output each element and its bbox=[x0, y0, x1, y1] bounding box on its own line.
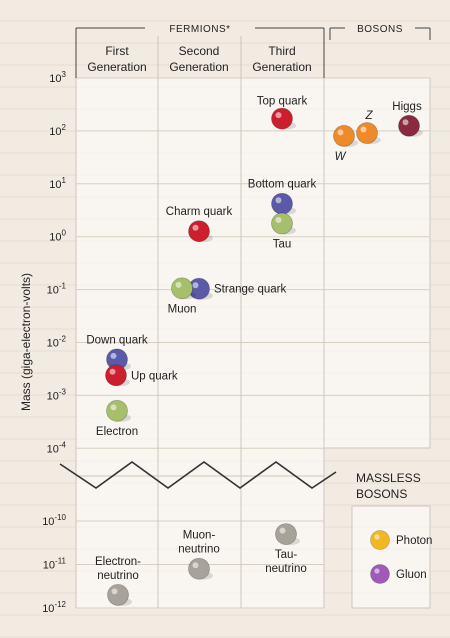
muon-neutrino-label: Muon- bbox=[183, 530, 216, 542]
first-generation-line1: First bbox=[105, 44, 129, 58]
charm-quark-label: Charm quark bbox=[166, 206, 233, 218]
bottom-quark-marker bbox=[271, 192, 293, 215]
bosons-header: BOSONS bbox=[357, 24, 403, 35]
second-generation-line1: Second bbox=[179, 44, 220, 58]
tau-highlight bbox=[275, 216, 282, 223]
particle-markers: Down quark Up quark Electron Charm quark Str… bbox=[86, 96, 423, 606]
w-highlight bbox=[337, 129, 344, 136]
tau-neutrino-marker bbox=[275, 523, 297, 545]
higgs-marker bbox=[398, 114, 420, 137]
electron-neutrino-marker bbox=[107, 584, 129, 606]
strange-quark-highlight bbox=[192, 282, 199, 289]
muon-neutrino-label: neutrino bbox=[178, 544, 220, 556]
photon-highlight bbox=[374, 534, 380, 540]
z-highlight bbox=[360, 126, 367, 133]
tau-neutrino-highlight bbox=[279, 527, 286, 534]
up-quark-label: Up quark bbox=[131, 370, 178, 382]
gluon-highlight bbox=[374, 568, 380, 574]
gluon-label: Gluon bbox=[396, 569, 427, 581]
tau-neutrino-label: neutrino bbox=[265, 563, 307, 575]
higgs-highlight bbox=[402, 119, 409, 126]
photon-marker bbox=[370, 530, 390, 550]
first-generation-line2: Generation bbox=[87, 60, 146, 74]
massless-panel bbox=[351, 505, 431, 609]
top-quark-highlight bbox=[275, 112, 282, 119]
muon-neutrino-highlight bbox=[192, 562, 199, 569]
gridlines bbox=[76, 77, 430, 609]
charm-quark-highlight bbox=[192, 224, 199, 231]
top-quark-marker bbox=[271, 107, 293, 130]
massless-title-line2: BOSONS bbox=[356, 487, 407, 501]
gluon-marker bbox=[370, 564, 390, 584]
second-generation-line2: Generation bbox=[169, 60, 228, 74]
z-label: Z bbox=[364, 110, 373, 122]
up-quark-marker bbox=[105, 364, 127, 387]
tau-neutrino-label: Tau- bbox=[275, 549, 298, 561]
y-axis-label: Mass (giga-electron-volts) bbox=[19, 273, 33, 411]
muon-label: Muon bbox=[168, 303, 197, 315]
header-brackets bbox=[75, 27, 431, 78]
axis-break-zigzag bbox=[59, 461, 337, 489]
muon-highlight bbox=[175, 281, 182, 288]
w-label: W bbox=[335, 151, 347, 163]
electron-neutrino-highlight bbox=[111, 588, 118, 595]
electron-neutrino-label: Electron- bbox=[95, 556, 141, 568]
down-quark-label: Down quark bbox=[86, 334, 148, 346]
photon-label: Photon bbox=[396, 535, 432, 547]
strange-quark-label: Strange quark bbox=[214, 284, 286, 296]
electron-highlight bbox=[110, 404, 117, 411]
column-gridlines bbox=[157, 78, 242, 608]
higgs-label: Higgs bbox=[392, 101, 422, 113]
bottom-quark-highlight bbox=[275, 197, 282, 204]
z-marker bbox=[356, 122, 378, 144]
up-quark-highlight bbox=[109, 368, 116, 375]
w-marker bbox=[333, 125, 355, 147]
fermions-header: FERMIONS* bbox=[169, 24, 230, 35]
muon-neutrino-marker bbox=[188, 557, 210, 580]
third-generation-line2: Generation bbox=[252, 60, 311, 74]
tau-marker bbox=[271, 212, 293, 235]
massless-title-line1: MASSLESS bbox=[356, 471, 421, 485]
electron-neutrino-label: neutrino bbox=[97, 570, 139, 582]
bottom-quark-label: Bottom quark bbox=[248, 179, 317, 191]
third-generation-line1: Third bbox=[268, 44, 295, 58]
charm-quark-marker bbox=[188, 220, 210, 243]
top-quark-label: Top quark bbox=[257, 96, 308, 108]
electron-marker bbox=[106, 399, 128, 422]
tau-label: Tau bbox=[273, 238, 292, 250]
down-quark-highlight bbox=[110, 352, 117, 359]
massless-bosons: Photon Gluon bbox=[370, 530, 432, 584]
electron-label: Electron bbox=[96, 426, 138, 438]
muon-marker bbox=[171, 277, 193, 300]
